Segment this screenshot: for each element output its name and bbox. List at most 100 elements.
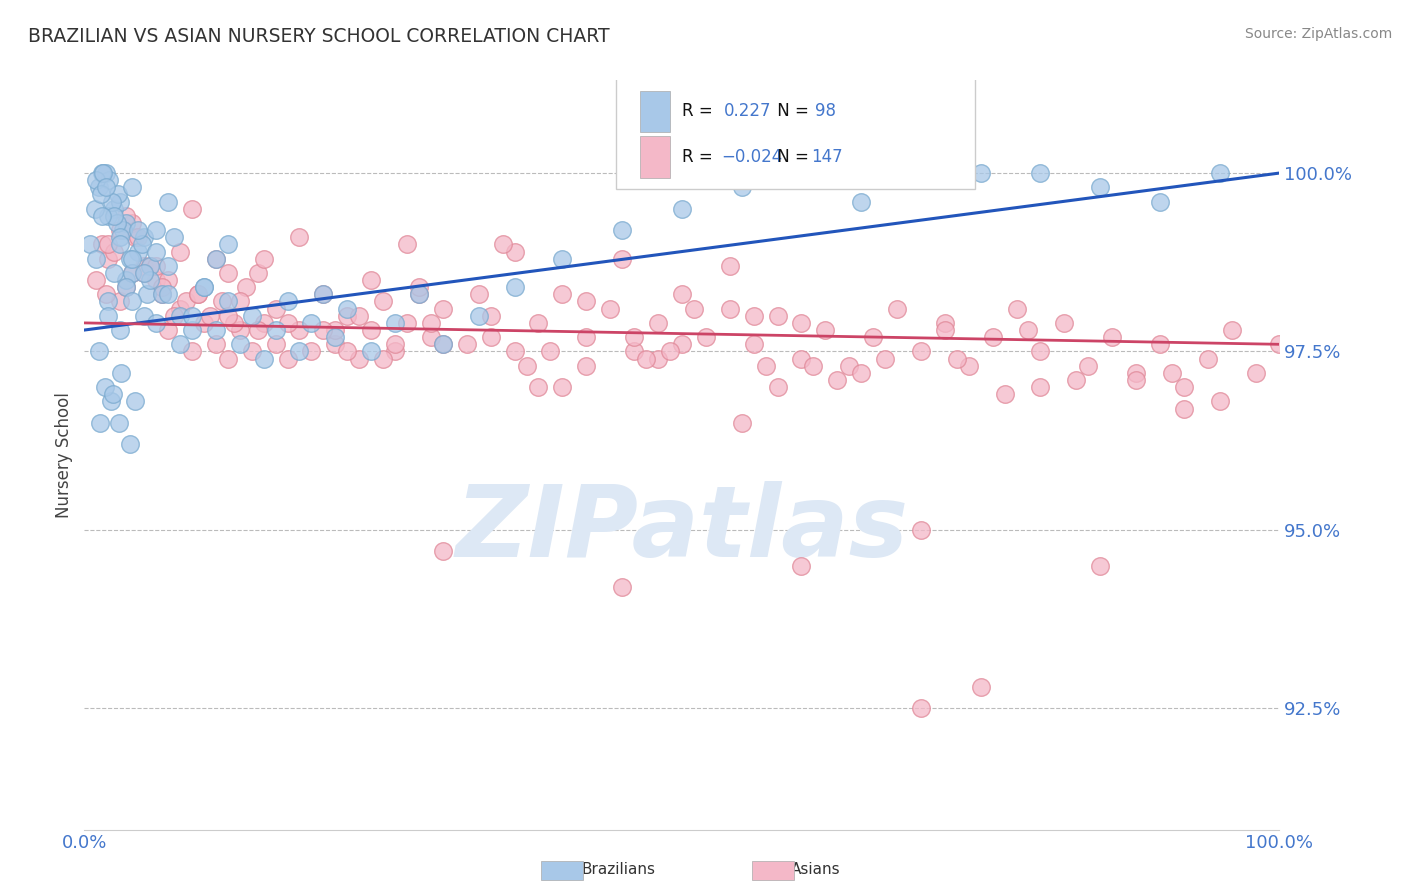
Point [97, 237, 120, 252]
Point [360, 344, 382, 359]
Point [121, 180, 143, 194]
Point [755, 359, 778, 373]
Text: N =: N = [772, 148, 814, 166]
Point [181, 344, 204, 359]
Point [132, 259, 156, 273]
Point [312, 323, 335, 337]
Point [1197, 351, 1219, 366]
Point [127, 230, 149, 244]
Point [253, 316, 276, 330]
Point [163, 309, 186, 323]
Point [862, 330, 884, 344]
Point [107, 187, 129, 202]
Point [288, 323, 311, 337]
Point [551, 252, 574, 266]
Point [1173, 380, 1195, 394]
Point [157, 287, 180, 301]
Point [115, 209, 138, 223]
Point [93, 166, 115, 180]
Point [169, 301, 191, 316]
Point [671, 337, 693, 351]
Point [1018, 323, 1040, 337]
Point [91, 166, 114, 180]
Point [103, 202, 125, 216]
Point [103, 209, 125, 223]
Point [115, 280, 138, 294]
Point [110, 294, 132, 309]
Point [87, 180, 110, 194]
Point [1005, 301, 1028, 316]
Text: Source: ZipAtlas.com: Source: ZipAtlas.com [1244, 27, 1392, 41]
Point [1101, 330, 1123, 344]
Point [187, 287, 209, 301]
Point [205, 337, 228, 351]
Point [1268, 337, 1291, 351]
Point [612, 223, 634, 237]
Point [1125, 366, 1147, 380]
Point [312, 287, 335, 301]
Point [246, 323, 269, 337]
Point [181, 309, 204, 323]
Text: R =: R = [682, 148, 718, 166]
Point [84, 202, 107, 216]
Point [110, 323, 132, 337]
Point [766, 309, 789, 323]
Point [683, 301, 706, 316]
Point [103, 266, 125, 280]
Point [94, 180, 117, 194]
Point [1066, 373, 1088, 387]
Point [1209, 166, 1232, 180]
Point [636, 351, 658, 366]
Point [205, 252, 228, 266]
Point [886, 301, 908, 316]
Point [132, 266, 156, 280]
Point [87, 344, 110, 359]
Point [1220, 323, 1243, 337]
Point [135, 287, 157, 301]
Point [157, 194, 180, 209]
Text: ZIPatlas: ZIPatlas [456, 482, 908, 578]
Point [110, 223, 132, 237]
Point [229, 323, 252, 337]
Point [174, 294, 197, 309]
Point [994, 387, 1017, 401]
Point [253, 351, 276, 366]
Point [301, 316, 323, 330]
Point [910, 173, 932, 187]
Point [139, 259, 162, 273]
Point [277, 294, 299, 309]
Text: BRAZILIAN VS ASIAN NURSERY SCHOOL CORRELATION CHART: BRAZILIAN VS ASIAN NURSERY SCHOOL CORREL… [28, 27, 610, 45]
Point [193, 316, 215, 330]
Point [145, 273, 167, 287]
Point [575, 330, 598, 344]
Point [264, 337, 287, 351]
Point [98, 173, 121, 187]
Point [157, 323, 180, 337]
Point [790, 558, 813, 573]
Point [217, 237, 239, 252]
Point [408, 287, 430, 301]
Point [288, 230, 311, 244]
Point [612, 252, 634, 266]
Point [145, 259, 167, 273]
Point [875, 351, 897, 366]
Point [139, 273, 162, 287]
Point [408, 287, 430, 301]
Point [198, 309, 221, 323]
Point [91, 209, 114, 223]
Point [121, 266, 143, 280]
Point [396, 316, 419, 330]
Point [647, 316, 669, 330]
Point [181, 323, 204, 337]
Point [790, 351, 813, 366]
Point [108, 416, 131, 430]
Point [111, 223, 134, 237]
Point [479, 330, 502, 344]
Point [181, 202, 204, 216]
Point [127, 244, 149, 259]
Point [205, 252, 228, 266]
Point [169, 309, 191, 323]
Point [115, 216, 138, 230]
Point [246, 266, 269, 280]
Point [118, 437, 141, 451]
